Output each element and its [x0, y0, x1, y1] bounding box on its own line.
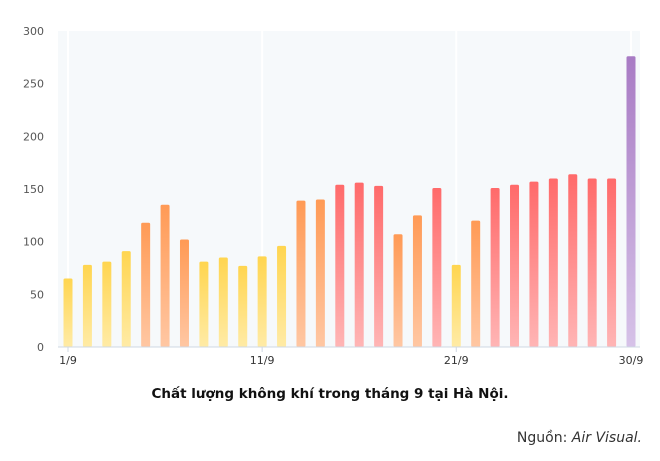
bar-20-9: [432, 187, 442, 347]
bar-10-9: [238, 265, 248, 347]
x-tick-label: 1/9: [59, 354, 77, 367]
bar-23-9: [490, 187, 500, 347]
bar-22-9: [471, 220, 481, 347]
bar-14-9: [315, 199, 325, 347]
y-tick-label: 100: [23, 236, 44, 249]
y-tick-label: 0: [37, 341, 44, 354]
y-tick-label: 150: [23, 183, 44, 196]
source-name: Air Visual.: [571, 430, 642, 446]
bar-18-9: [393, 234, 403, 347]
x-tick-label: 11/9: [250, 354, 275, 367]
aqi-bar-chart: 1/9 11/9 21/9 30/9 0 50 100 150 200 250 300: [23, 25, 644, 367]
bar-9-9: [218, 257, 228, 347]
y-tick-label: 250: [23, 78, 44, 91]
y-tick-label: 50: [30, 288, 44, 301]
bar-5-9: [141, 222, 151, 347]
chart-canvas: 1/9 11/9 21/9 30/9 0 50 100 150 200 250 300: [23, 25, 644, 367]
chart-caption: Chất lượng không khí trong tháng 9 tại H…: [151, 386, 509, 402]
bar-24-9: [510, 184, 520, 347]
bar-11-9: [257, 256, 267, 347]
bar-29-9: [607, 178, 617, 347]
bar-2-9: [82, 264, 92, 347]
bar-25-9: [529, 181, 539, 347]
bar-15-9: [335, 184, 345, 347]
x-tick-label: 21/9: [444, 354, 469, 367]
bar-12-9: [277, 245, 287, 347]
bar-28-9: [587, 178, 597, 347]
x-tick-label: 30/9: [619, 354, 644, 367]
bar-19-9: [412, 215, 422, 347]
bar-21-9: [451, 264, 461, 347]
plot-area: [58, 31, 640, 347]
bar-30-9: [626, 56, 636, 347]
source-label: Nguồn:: [516, 430, 572, 446]
bar-4-9: [121, 251, 131, 347]
y-tick-label: 300: [23, 25, 44, 38]
source-credit: Nguồn: Air Visual.: [517, 430, 642, 446]
bar-8-9: [199, 261, 209, 347]
bar-27-9: [568, 174, 578, 347]
bar-13-9: [296, 200, 306, 347]
bar-3-9: [102, 261, 112, 347]
bar-6-9: [160, 204, 170, 347]
bar-26-9: [548, 178, 558, 347]
bar-17-9: [374, 185, 384, 347]
bar-16-9: [354, 182, 364, 347]
bar-1-9: [63, 278, 73, 347]
y-tick-label: 200: [23, 130, 44, 143]
bar-7-9: [179, 239, 189, 347]
